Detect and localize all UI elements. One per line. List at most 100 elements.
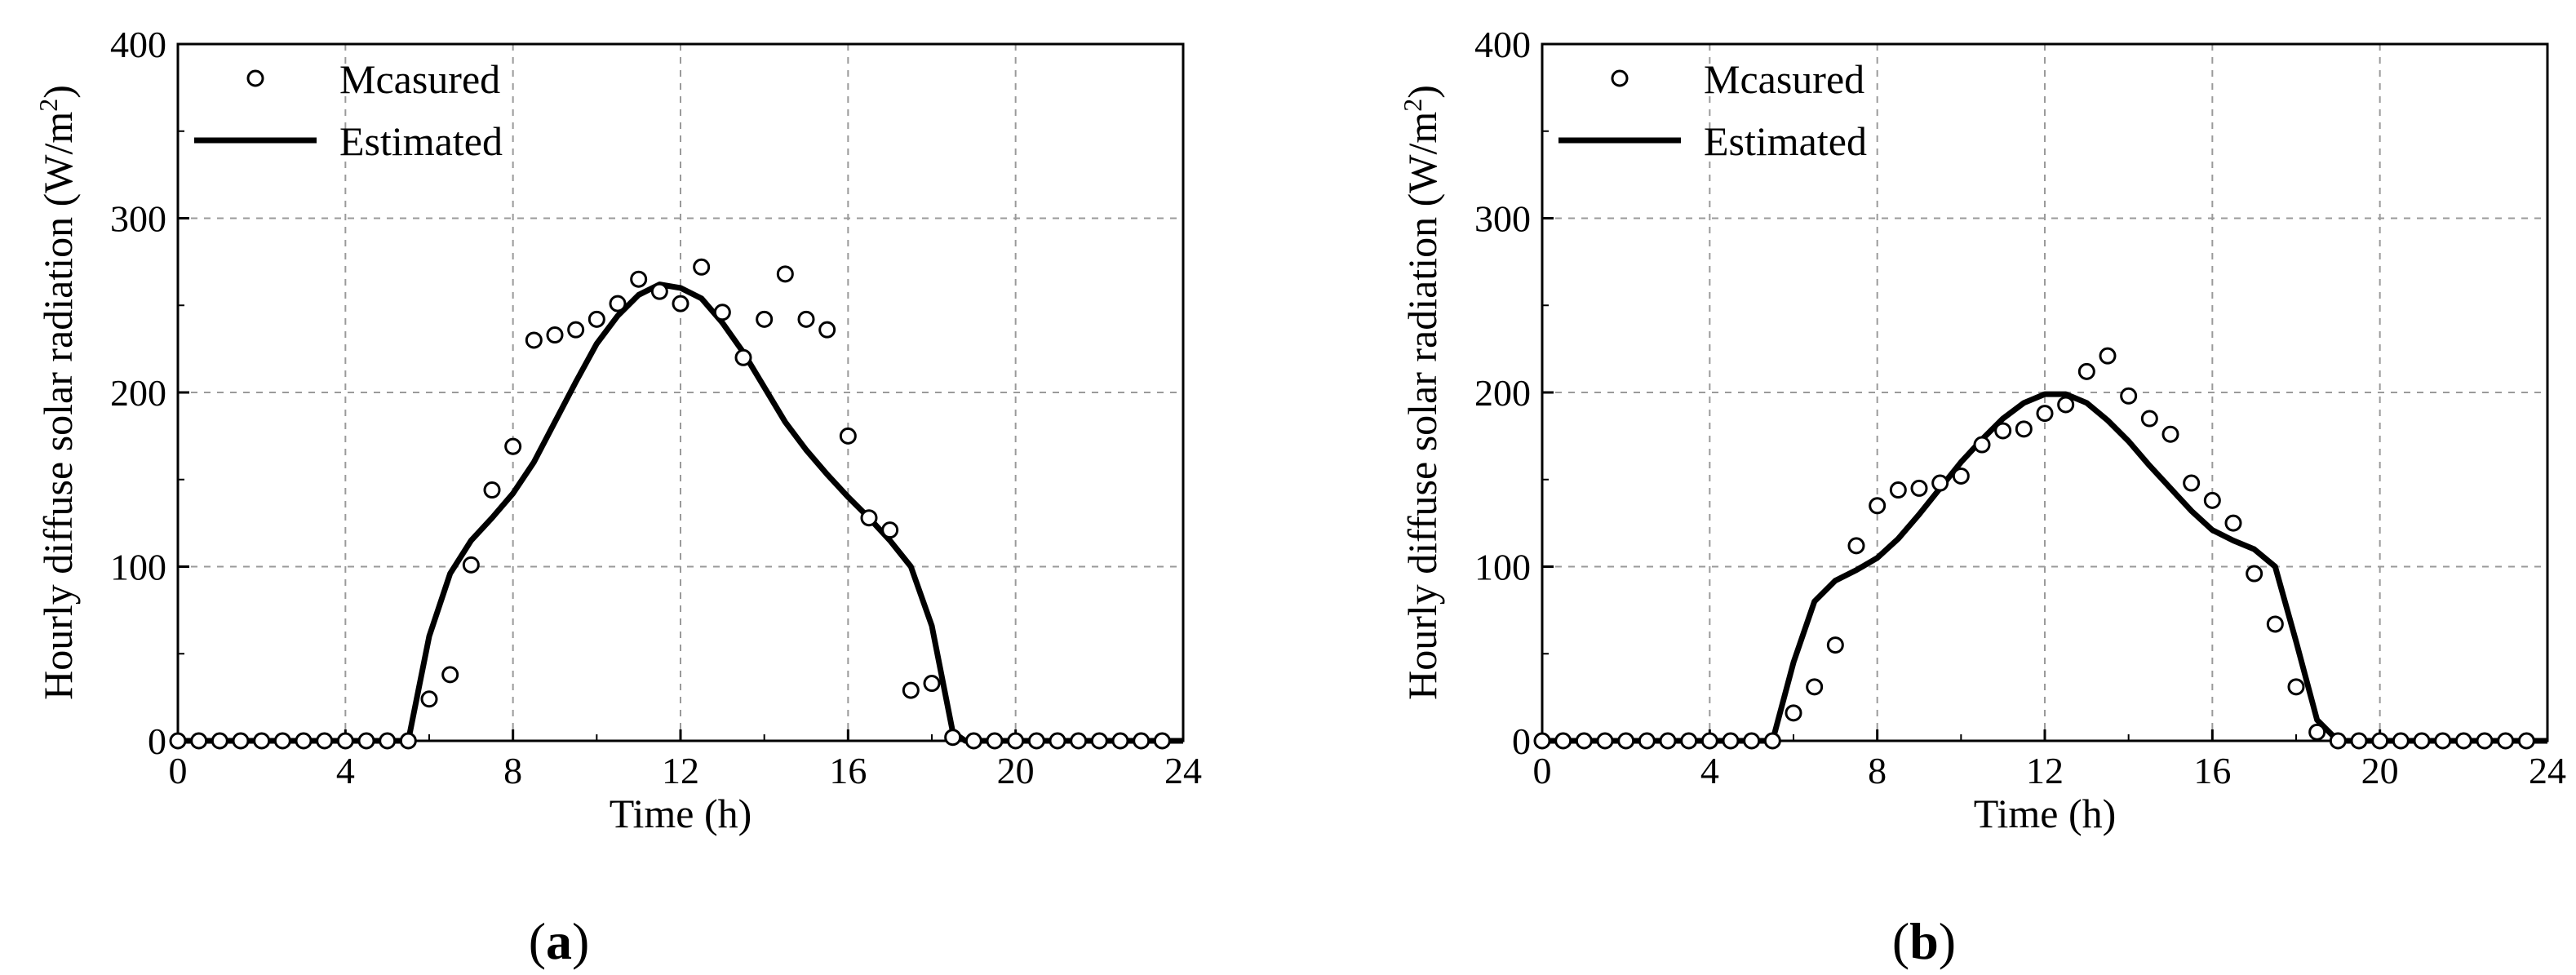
panel-b-xtick-label-5: 20 [2361,750,2399,791]
panel-b-xtick-label-4: 16 [2193,750,2231,791]
panel-b-measured-point-6 [1659,732,1677,750]
panel-a-measured-point-7 [316,732,334,750]
panel-b-legend-measured-marker [1611,69,1629,87]
panel-a-measured-point-3 [232,732,250,750]
panel-a-measured-point-1 [190,732,208,750]
panel-b-measured-point-11 [1763,732,1781,750]
panel-b-measured-point-16 [1869,497,1887,515]
panel-b-ytick-label-0: 0 [1512,720,1531,762]
panel-b-measured-point-18 [1910,479,1928,497]
panel-b-measured-point-35 [2266,615,2284,633]
panel-b-measured-point-39 [2350,732,2368,750]
panel-b-measured-point-27 [2099,347,2117,365]
panel-a-measured-point-9 [357,732,375,750]
panel-b-measured-point-25 [2057,396,2075,414]
panel-b-legend-estimated-label: Estimated [1704,118,1867,164]
panel-a-chart: 0 4 8 12 16 20 24 0 100 200 300 400 Time (h) Hourly d… [33,24,1202,836]
panel-a-measured-point-8 [336,732,354,750]
panel-b-measured-point-44 [2454,732,2472,750]
panel-b-xtick-label-1: 4 [1700,750,1719,791]
panel-a-measured-point-35 [902,681,920,699]
panel-b-measured-point-14 [1826,636,1844,654]
panel-b-ytick-label-2: 200 [1474,372,1531,414]
panel-b-measured-point-38 [2329,732,2347,750]
panel-b-label: (b) [1892,912,1956,970]
panel-b-measured-point-26 [2077,362,2095,380]
panel-a-measured-point-42 [1049,732,1066,750]
panel-b-xtick-label-2: 8 [1868,750,1887,791]
panel-b-measured-point-3 [1596,732,1614,750]
panel-b-measured-point-32 [2203,491,2221,509]
panel-b-measured-point-31 [2183,474,2201,492]
panel-a-measured-point-16 [504,437,522,455]
panel-a-measured-point-25 [693,258,711,276]
panel-a-measured-point-44 [1090,732,1108,750]
panel-b-measured-point-19 [1931,474,1949,492]
panel-b-measured-point-28 [2120,387,2138,405]
panel-b-measured-point-1 [1554,732,1572,750]
panel-b-measured-point-37 [2308,723,2326,741]
panel-b-measured-point-36 [2287,678,2305,696]
panel-a-measured-point-2 [211,732,228,750]
panel-b-measured-point-33 [2224,514,2242,532]
panel-a-legend-estimated-label: Estimated [339,118,503,164]
panel-a-xtick-label-0: 0 [169,750,188,791]
panel-a-measured-point-0 [169,732,187,750]
panel-b-measured-point-12 [1785,704,1802,722]
panel-a-measured-point-6 [295,732,313,750]
panel-b-chart: 0 4 8 12 16 20 24 0 100 200 300 400 Time (h) Hourly d… [1398,24,2566,836]
panel-a-measured-point-46 [1133,732,1151,750]
panel-b-measured-point-5 [1638,732,1656,750]
panel-b-ytick-label-3: 300 [1474,198,1531,240]
panel-b-x-axis-label: Time (h) [1974,791,2117,836]
panel-b-measured-point-46 [2497,732,2515,750]
panel-b-measured-point-2 [1575,732,1593,750]
panel-a-ytick-label-0: 0 [148,720,166,762]
panel-b-measured-point-42 [2413,732,2431,750]
panel-a-measured-point-24 [672,295,689,312]
panel-a-measured-point-10 [379,732,397,750]
panel-b-legend-measured-label: Mcasured [1704,56,1864,102]
panel-a-measured-point-13 [441,666,459,684]
panel-b-measured-point-41 [2392,732,2410,750]
panel-a-measured-point-27 [734,348,752,366]
panel-a-xtick-label-5: 20 [997,750,1035,791]
panel-a-measured-point-22 [630,270,648,288]
panel-b-measured-point-43 [2434,732,2452,750]
panel-a-measured-point-40 [1007,732,1025,750]
panel-a-measured-point-19 [567,321,585,339]
panel-a-measured-point-47 [1153,732,1171,750]
panel-a-measured-point-28 [756,310,774,328]
panel-b-measured-point-4 [1617,732,1635,750]
panel-a-measured-point-43 [1070,732,1088,750]
panel-b-measured-point-23 [2015,420,2033,438]
panel-a-measured-point-18 [546,326,564,344]
panel-a-xtick-label-1: 4 [336,750,355,791]
panel-a-xtick-label-2: 8 [503,750,522,791]
panel-b-y-axis-label: Hourly diffuse solar radiation (W/m2) [1398,85,1445,700]
panel-b-measured-point-15 [1847,537,1865,555]
panel-a-measured-point-15 [483,481,501,499]
panel-b-measured-point-24 [2036,405,2054,423]
panel-b-measured-point-29 [2140,410,2158,428]
panel-a-measured-point-45 [1111,732,1129,750]
panel-b-measured-point-20 [1952,467,1970,485]
panel-a-xtick-label-3: 12 [662,750,699,791]
panel-a-measured-point-21 [609,295,627,312]
panel-a-xtick-label-6: 24 [1164,750,1202,791]
panel-a-ytick-label-2: 200 [110,372,166,414]
panel-a-measured-point-14 [462,556,480,574]
panel-b-measured-point-47 [2517,732,2535,750]
panel-a-measured-point-39 [986,732,1004,750]
panel-b-measured-point-9 [1722,732,1740,750]
panel-a-label: (a) [529,912,590,970]
panel-b-measured-point-8 [1700,732,1718,750]
panel-a-measured-point-33 [860,509,878,527]
panel-b-measured-point-7 [1680,732,1698,750]
panel-a-ytick-label-3: 300 [110,198,166,240]
panel-a-measured-point-34 [881,521,899,539]
panel-b-measured-point-0 [1533,732,1551,750]
panel-b-measured-point-10 [1743,732,1761,750]
panel-b-measured-point-13 [1806,678,1824,696]
